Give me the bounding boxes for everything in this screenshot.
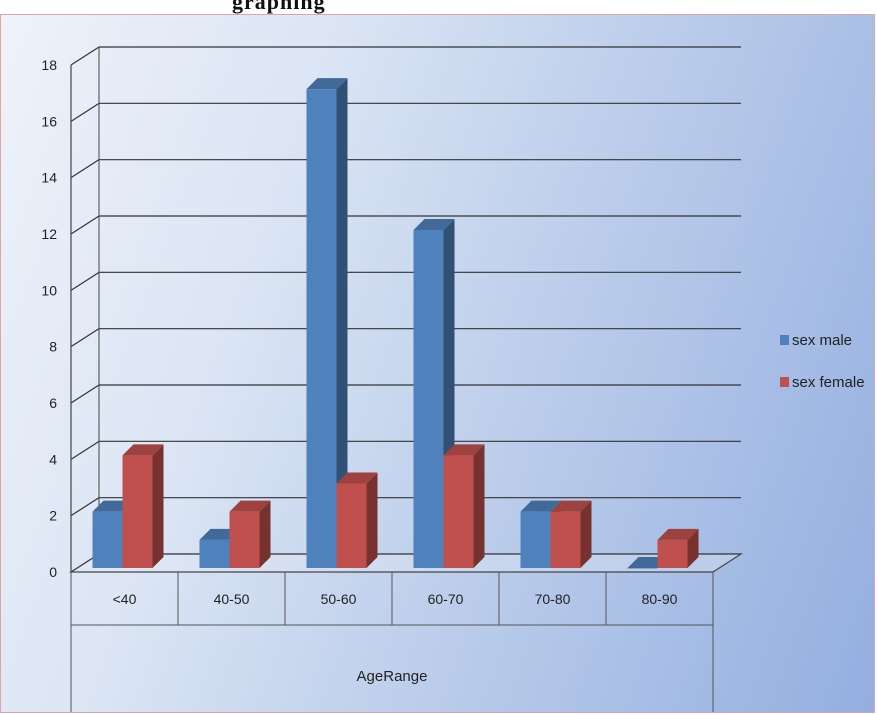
gridline-depth xyxy=(70,215,100,235)
gridline-depth xyxy=(70,102,100,122)
bar-front xyxy=(229,511,260,568)
x-tick-label: 40-50 xyxy=(214,591,250,607)
bar-front xyxy=(550,511,581,568)
bar-sex-female-4 xyxy=(550,500,592,568)
bar-side xyxy=(473,444,485,568)
axes xyxy=(68,47,744,712)
legend: sex male sex female xyxy=(780,332,865,391)
bars xyxy=(92,78,699,569)
bar-top xyxy=(657,528,699,540)
bar-side xyxy=(259,500,271,568)
bar-front xyxy=(92,511,123,568)
caption-strip: graphing xyxy=(0,0,877,16)
bar-sex-female-0 xyxy=(122,444,164,568)
chart-area: 0 2 4 6 8 10 12 14 16 18 <40 40-50 50-60 60-70 70-80 80… xyxy=(0,14,875,713)
bar-sex-female-2 xyxy=(336,472,378,568)
bar-top xyxy=(229,500,271,512)
legend-label: sex male xyxy=(792,332,852,349)
legend-swatch xyxy=(780,335,789,345)
bar-front xyxy=(657,539,688,568)
y-tick-label: 16 xyxy=(41,113,57,129)
caption-text: graphing xyxy=(232,0,326,14)
bar-side xyxy=(366,472,378,568)
bar-top xyxy=(520,500,562,512)
gridline-depth xyxy=(70,440,100,460)
x-tick-label: 60-70 xyxy=(428,591,464,607)
bar-sex-female-5 xyxy=(657,528,699,568)
y-tick-label: 18 xyxy=(41,57,57,73)
bar-side xyxy=(152,444,164,568)
bar-top xyxy=(550,500,592,512)
gridline-depth xyxy=(70,328,100,348)
y-tick-label: 14 xyxy=(41,170,57,186)
bar-front xyxy=(336,483,367,568)
y-tick-label: 0 xyxy=(49,564,57,580)
labels: 0 2 4 6 8 10 12 14 16 18 <40 40-50 50-60 60-70 70-80 80… xyxy=(41,57,677,685)
gridline-depth xyxy=(70,497,100,517)
y-tick-label: 8 xyxy=(49,339,57,355)
bar-side xyxy=(336,78,348,568)
legend-label: sex female xyxy=(792,374,865,391)
bar-front xyxy=(520,511,551,568)
gridlines xyxy=(70,46,741,573)
bar-top xyxy=(122,444,164,456)
bar-top xyxy=(306,78,348,90)
bar-front xyxy=(306,89,337,569)
bar-sex-female-1 xyxy=(229,500,271,568)
x-axis-title: AgeRange xyxy=(357,668,428,685)
y-tick-label: 4 xyxy=(49,451,57,467)
bar-front xyxy=(122,455,153,568)
x-tick-label: 50-60 xyxy=(321,591,357,607)
bar-top xyxy=(443,444,485,456)
bar-front xyxy=(627,568,658,569)
bar-front xyxy=(413,230,444,568)
bar-sex-male-2 xyxy=(306,78,348,569)
x-tick-label: <40 xyxy=(113,591,137,607)
bar-sex-female-3 xyxy=(443,444,485,568)
bar-front xyxy=(443,455,474,568)
bar-top xyxy=(413,219,455,230)
y-tick-label: 10 xyxy=(41,282,57,298)
y-tick-label: 6 xyxy=(49,395,57,411)
gridline-depth xyxy=(70,159,100,179)
bar-front xyxy=(199,539,230,568)
x-tick-label: 80-90 xyxy=(642,591,678,607)
y-tick-label: 12 xyxy=(41,226,57,242)
gridline-depth xyxy=(70,46,100,66)
gridline-depth xyxy=(70,384,100,404)
bar-side xyxy=(687,528,699,568)
bar-side xyxy=(580,500,592,568)
bar-chart: 0 2 4 6 8 10 12 14 16 18 <40 40-50 50-60 60-70 70-80 80… xyxy=(41,46,865,712)
x-tick-label: 70-80 xyxy=(535,591,571,607)
legend-swatch xyxy=(780,377,789,387)
bar-top xyxy=(336,472,378,484)
gridline-depth xyxy=(70,271,100,291)
y-tick-label: 2 xyxy=(49,508,57,524)
